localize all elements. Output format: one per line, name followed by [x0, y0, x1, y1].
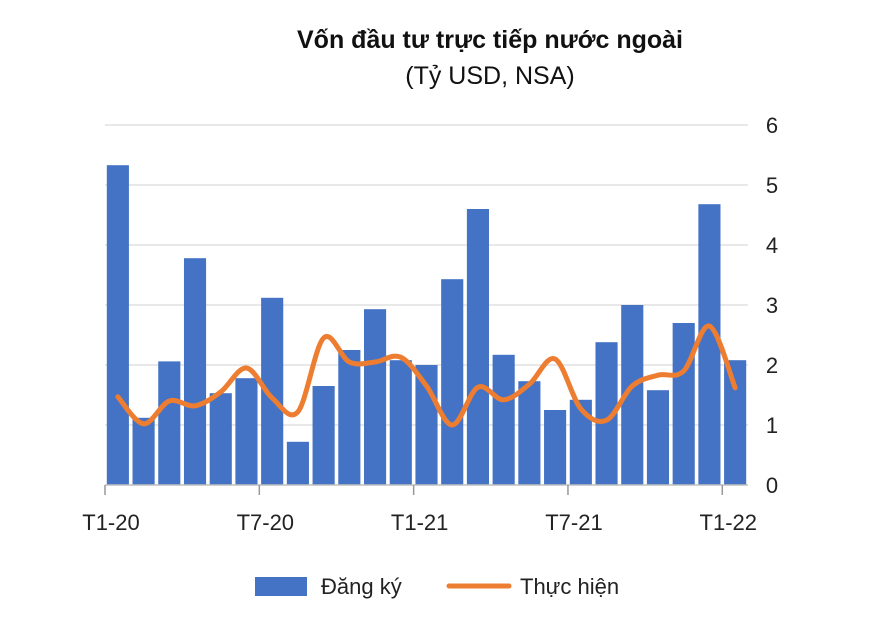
bar — [544, 410, 567, 485]
x-axis-labels: T1-20 T7-20 T1-21 T7-21 T1-22 — [82, 510, 757, 535]
x-tick-label: T1-20 — [82, 510, 139, 535]
y-tick-label: 1 — [766, 413, 778, 438]
x-tick-label: T7-20 — [237, 510, 294, 535]
bar — [286, 441, 309, 485]
bar-series-dang-ky — [106, 165, 747, 485]
legend-label-thuc-hien: Thực hiện — [520, 574, 619, 599]
line-path — [115, 323, 738, 428]
bar — [595, 342, 618, 485]
bar — [132, 417, 155, 485]
line-series-thuc-hien — [115, 323, 738, 428]
chart-title: Vốn đầu tư trực tiếp nước ngoài — [297, 26, 683, 54]
bar — [183, 258, 207, 485]
legend-swatch-dang-ky — [255, 577, 307, 596]
y-tick-label: 2 — [766, 353, 778, 378]
bar — [441, 279, 464, 485]
bar — [492, 354, 515, 485]
bar — [698, 204, 721, 485]
y-tick-label: 4 — [766, 233, 778, 258]
bar — [158, 361, 181, 485]
legend: Đăng ký Thực hiện — [255, 574, 619, 599]
bar — [261, 297, 284, 485]
bar — [106, 165, 129, 485]
y-tick-label: 6 — [766, 113, 778, 138]
bar — [569, 399, 592, 485]
bar — [518, 381, 541, 485]
x-tick-label: T1-21 — [391, 510, 448, 535]
bar — [724, 360, 747, 485]
bar — [466, 209, 489, 485]
y-tick-label: 3 — [766, 293, 778, 318]
chart-subtitle: (Tỷ USD, NSA) — [405, 62, 575, 90]
bar — [209, 393, 232, 485]
bar — [646, 390, 670, 485]
bar — [312, 386, 335, 485]
bar — [235, 378, 258, 485]
bar — [338, 350, 361, 485]
y-axis-labels: 0 1 2 3 4 5 6 — [766, 113, 778, 498]
bar — [364, 309, 387, 485]
y-tick-label: 0 — [766, 473, 778, 498]
x-axis — [104, 484, 748, 495]
x-tick-label: T7-21 — [545, 510, 602, 535]
bar — [672, 323, 695, 485]
x-tick-label: T1-22 — [700, 510, 757, 535]
y-tick-label: 5 — [766, 173, 778, 198]
bar — [389, 360, 412, 485]
legend-label-dang-ky: Đăng ký — [321, 574, 402, 599]
bar — [621, 305, 644, 485]
